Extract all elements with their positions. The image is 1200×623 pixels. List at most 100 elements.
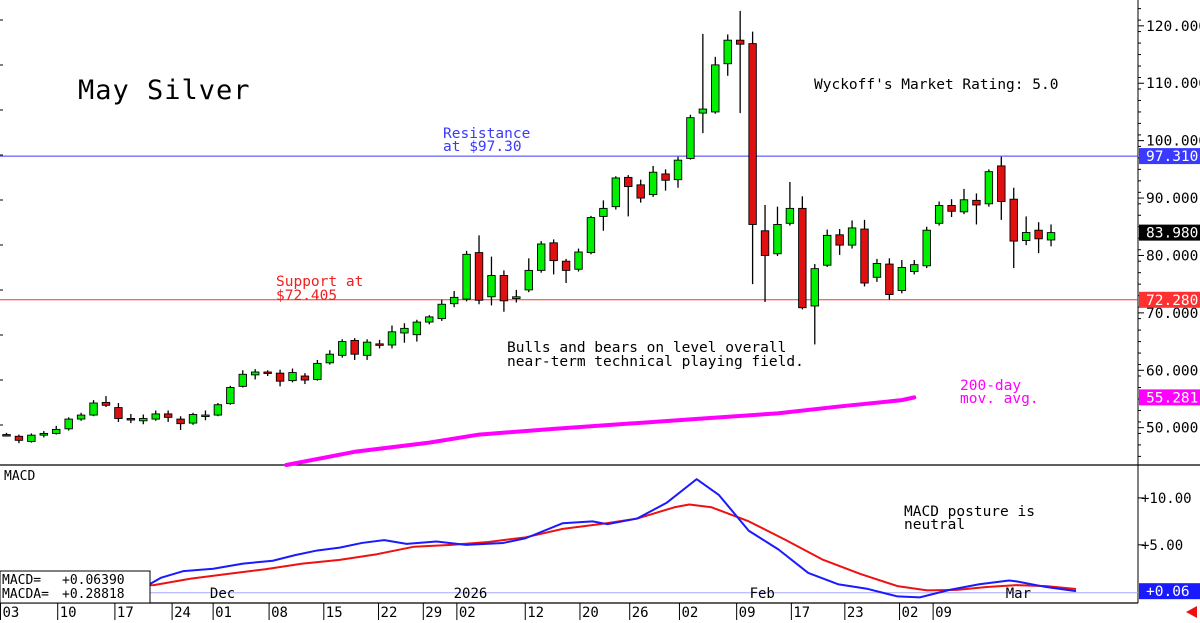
- candle-body: [176, 418, 185, 425]
- candle-body: [934, 205, 944, 224]
- date-label: 08: [271, 605, 288, 621]
- axis-layer: 50.000 60.000 70.000 80.000 90.000 100.000 110…: [0, 8, 1200, 621]
- date-label: 22: [381, 605, 398, 621]
- candle-body: [39, 432, 49, 436]
- price-tick-label: 90.000: [1146, 191, 1198, 207]
- candle-body: [735, 39, 745, 45]
- candle-body: [449, 296, 459, 305]
- month-label: Feb: [750, 586, 775, 602]
- candle-body: [27, 434, 36, 442]
- candle-body: [959, 199, 969, 213]
- candle-body: [947, 205, 956, 212]
- date-label: 24: [174, 605, 191, 621]
- moving-average-layer: [284, 395, 917, 467]
- resistance-price-tag-box: [1139, 148, 1200, 165]
- candle-body: [972, 199, 981, 206]
- date-label: 10: [60, 605, 77, 621]
- price-tick-label: 70.000: [1146, 306, 1198, 322]
- candlestick-layer: [2, 10, 1056, 444]
- candle-body: [524, 269, 533, 291]
- support-price-tag-box: [1139, 291, 1200, 308]
- candle-body: [611, 177, 621, 208]
- date-label: 26: [632, 605, 649, 621]
- date-label: 20: [582, 605, 599, 621]
- date-label: 12: [527, 605, 544, 621]
- date-label: 23: [847, 605, 864, 621]
- candle-body: [711, 64, 720, 113]
- candle-body: [785, 207, 795, 224]
- candle-body: [897, 267, 907, 291]
- candle-body: [14, 435, 24, 441]
- macd-readout-label: MACD=: [2, 573, 41, 588]
- candle-body: [910, 264, 919, 272]
- candle-body: [437, 303, 446, 320]
- candle-body: [1009, 198, 1018, 242]
- candle-body: [636, 184, 645, 199]
- candle-body: [387, 331, 397, 346]
- candle-body: [512, 296, 521, 299]
- candle-body: [350, 339, 359, 355]
- candle-body: [201, 414, 210, 418]
- date-label: 02: [681, 605, 698, 621]
- candle-body: [139, 418, 148, 422]
- month-label: Mar: [1006, 586, 1031, 602]
- market-rating-label: Wyckoff's Market Rating: 5.0: [814, 77, 1058, 93]
- ma-label-line1: 200-day: [960, 378, 1021, 394]
- candle-body: [325, 353, 335, 364]
- date-label: 17: [117, 605, 134, 621]
- candle-body: [76, 414, 86, 420]
- macd-value-tag-box: [1139, 583, 1200, 600]
- macda-readout-label: MACDA=: [2, 587, 49, 602]
- date-label: 09: [935, 605, 952, 621]
- candle-body: [188, 414, 198, 424]
- scroll-left-arrow-icon[interactable]: [1186, 606, 1197, 618]
- annotation-line2: near-term technical playing field.: [507, 354, 804, 370]
- candle-body: [872, 263, 882, 278]
- candle-body: [362, 341, 372, 356]
- macd-line: [4, 478, 1077, 599]
- ma-label-line2: mov. avg.: [960, 391, 1039, 407]
- macda-readout-value: +0.28818: [62, 587, 125, 602]
- candle-body: [835, 234, 844, 246]
- price-tick-label: 80.000: [1146, 248, 1198, 264]
- candle-body: [151, 413, 160, 420]
- macd-tick-label: +5.00: [1141, 538, 1183, 554]
- macd-value-tag-text: +0.06: [1146, 584, 1190, 600]
- ma-price-tag-box: [1139, 389, 1200, 406]
- candle-body: [313, 362, 322, 380]
- candle-body: [549, 242, 558, 262]
- candle-body: [300, 375, 310, 381]
- candle-body: [997, 165, 1006, 202]
- candle-body: [599, 207, 608, 217]
- candle-body: [1034, 229, 1043, 240]
- candle-body: [537, 243, 546, 271]
- date-label: 15: [326, 605, 343, 621]
- candle-body: [1021, 232, 1031, 241]
- candle-body: [561, 260, 571, 271]
- candle-body: [487, 275, 496, 298]
- resistance-label-line1: Resistance: [443, 126, 530, 142]
- candle-body: [661, 173, 670, 181]
- candle-body: [288, 372, 297, 382]
- candle-body: [698, 108, 708, 114]
- candle-body: [263, 371, 272, 374]
- candle-body: [163, 413, 173, 418]
- date-label: 29: [425, 605, 442, 621]
- candle-body: [922, 229, 931, 267]
- support-label-line2: $72.405: [276, 288, 337, 304]
- price-tick-label: 60.000: [1146, 363, 1198, 379]
- candle-body: [773, 224, 782, 255]
- support-label-line1: Support at: [276, 274, 363, 290]
- candle-body: [338, 341, 347, 356]
- candle-body: [885, 263, 894, 295]
- candle-body: [648, 171, 658, 196]
- candle-body: [1046, 232, 1056, 241]
- chart-title: May Silver: [78, 75, 251, 106]
- candle-body: [412, 321, 422, 336]
- candle-body: [89, 402, 98, 416]
- candle-body: [810, 268, 819, 307]
- date-label: 02: [902, 605, 919, 621]
- ma-price-tag-text: 55.281: [1146, 390, 1198, 406]
- support-price-tag-text: 72.280: [1146, 293, 1198, 309]
